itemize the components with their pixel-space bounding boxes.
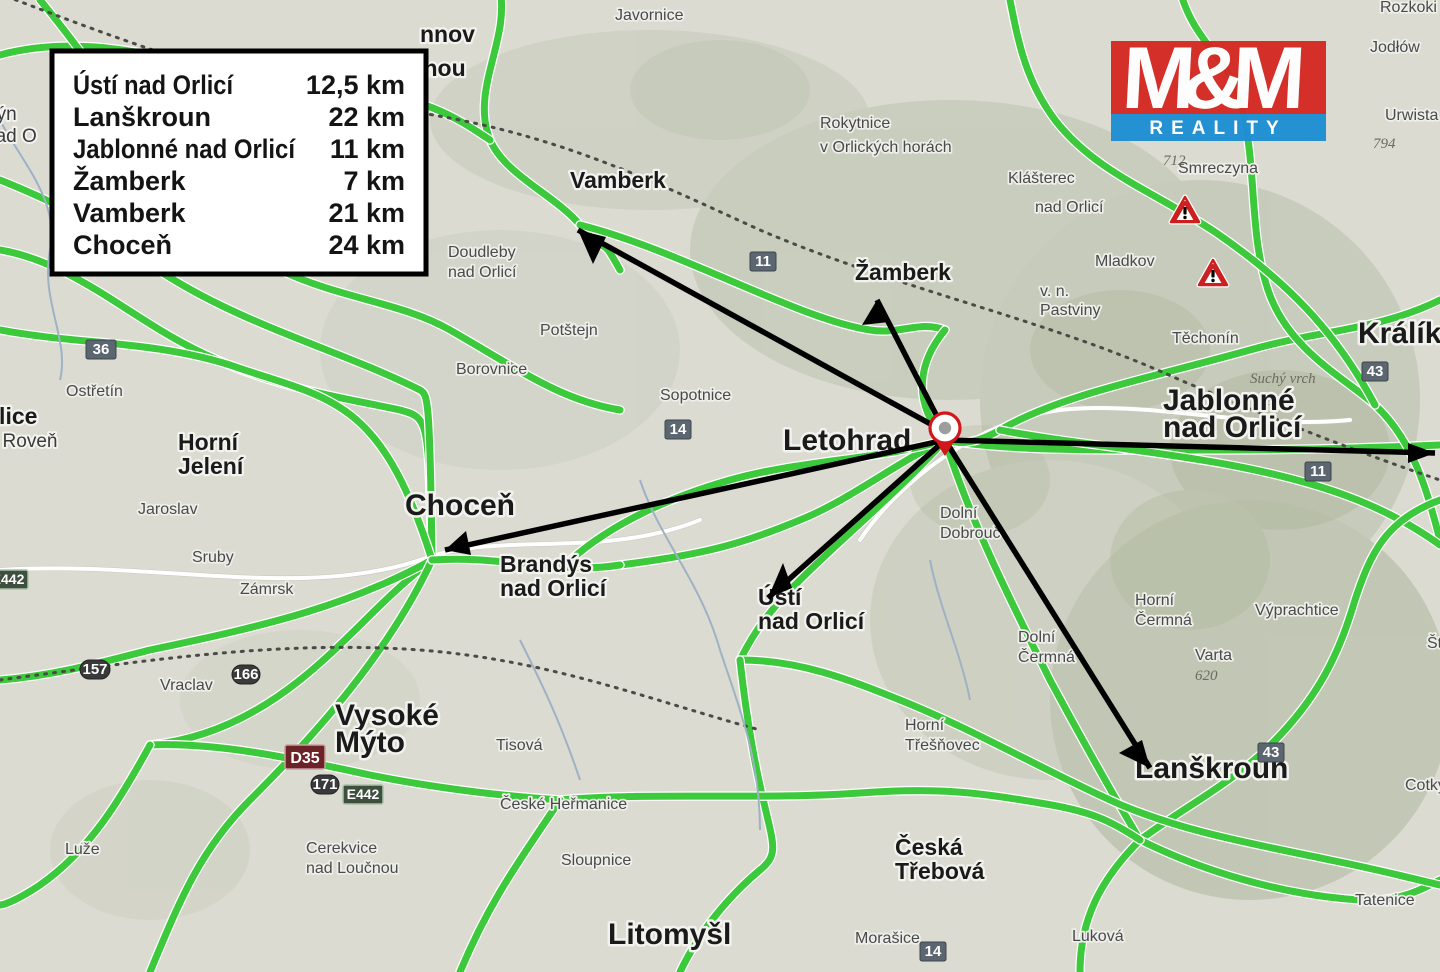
svg-text:Pastviny: Pastviny [1040, 302, 1100, 319]
svg-text:Králíky: Králíky [1358, 317, 1440, 350]
svg-text:Doudleby: Doudleby [448, 244, 516, 261]
svg-text:Výprachtice: Výprachtice [1255, 602, 1339, 619]
svg-text:České Heřmanice: České Heřmanice [500, 794, 627, 813]
svg-text:nad O: nad O [0, 126, 37, 147]
svg-text:Ústí nad Orlicí: Ústí nad Orlicí [73, 69, 234, 100]
svg-text:Rokytnice: Rokytnice [820, 115, 890, 132]
svg-text:v. n.: v. n. [1040, 283, 1069, 300]
svg-text:Česká: Česká [895, 833, 963, 860]
svg-text:43: 43 [1263, 744, 1280, 761]
svg-text:M: M [1230, 28, 1308, 127]
svg-text:Sloupnice: Sloupnice [561, 852, 631, 869]
svg-text:Týn: Týn [0, 104, 17, 125]
svg-text:Horní: Horní [1135, 592, 1175, 609]
svg-text:Vamberk: Vamberk [570, 167, 666, 193]
svg-text:olice: olice [0, 403, 37, 429]
svg-text:Tisová: Tisová [496, 737, 543, 754]
svg-text:Těchonín: Těchonín [1172, 330, 1239, 347]
svg-text:REALITY: REALITY [1149, 118, 1286, 139]
svg-text:Tatenice: Tatenice [1355, 892, 1415, 909]
svg-text:nad Orlicí: nad Orlicí [448, 264, 517, 281]
svg-text:E442: E442 [0, 571, 25, 587]
svg-text:Litomyšl: Litomyšl [608, 918, 731, 951]
svg-text:v Orlických horách: v Orlických horách [820, 139, 952, 156]
svg-text:Jaroslav: Jaroslav [138, 501, 198, 518]
svg-text:Lanškroun: Lanškroun [73, 102, 211, 132]
svg-text:D35: D35 [290, 750, 319, 767]
svg-text:Čermná: Čermná [1018, 647, 1075, 666]
svg-text:Smreczyna: Smreczyna [1178, 160, 1258, 177]
svg-text:Varta: Varta [1195, 647, 1232, 664]
svg-text:Čermná: Čermná [1135, 610, 1192, 629]
svg-text:Jablonné nad Orlicí: Jablonné nad Orlicí [73, 134, 296, 164]
svg-text:11: 11 [1310, 463, 1326, 480]
svg-text:Žamberk: Žamberk [73, 165, 187, 196]
svg-text:21 km: 21 km [328, 198, 405, 228]
svg-text:24 km: 24 km [328, 230, 405, 260]
svg-text:Luková: Luková [1072, 928, 1124, 945]
svg-text:Mýto: Mýto [335, 726, 405, 759]
svg-text:nad Orlicí: nad Orlicí [1035, 199, 1104, 216]
svg-text:Horní: Horní [905, 717, 945, 734]
svg-text:11 km: 11 km [330, 134, 405, 164]
svg-text:nad Orlicí: nad Orlicí [500, 575, 608, 601]
svg-text:12,5 km: 12,5 km [306, 70, 405, 100]
svg-text:Luže: Luže [65, 841, 100, 858]
svg-text:nad Orlicí: nad Orlicí [1163, 411, 1303, 444]
svg-text:Žamberk: Žamberk [855, 258, 951, 285]
svg-text:11: 11 [755, 253, 771, 270]
svg-text:Dolní: Dolní [940, 505, 978, 522]
svg-text:Cerekvice: Cerekvice [306, 840, 377, 857]
svg-text:Choceň: Choceň [73, 230, 172, 260]
svg-text:Ostřetín: Ostřetín [66, 383, 123, 400]
svg-text:nnov: nnov [420, 21, 475, 47]
svg-text:Třebová: Třebová [895, 858, 985, 884]
svg-text:Štítec: Štítec [1427, 633, 1440, 652]
svg-text:Mladkov: Mladkov [1095, 253, 1155, 270]
svg-text:712: 712 [1163, 153, 1186, 169]
svg-text:Brandýs: Brandýs [500, 551, 592, 577]
svg-text:Cotkytle: Cotkytle [1405, 777, 1440, 794]
svg-text:nad Loučnou: nad Loučnou [306, 860, 399, 877]
svg-text:620: 620 [1195, 668, 1218, 684]
svg-text:Dobrouč: Dobrouč [940, 525, 1000, 542]
svg-text:14: 14 [925, 943, 942, 960]
svg-text:36: 36 [93, 341, 110, 358]
svg-text:Urwista: Urwista [1385, 107, 1438, 124]
svg-text:14: 14 [670, 421, 687, 438]
svg-text:171: 171 [312, 776, 337, 793]
svg-text:E442: E442 [347, 786, 380, 802]
svg-text:157: 157 [82, 661, 107, 678]
svg-text:Choceň: Choceň [405, 489, 515, 522]
svg-text:Zámrsk: Zámrsk [240, 581, 294, 598]
svg-text:í Roveň: í Roveň [0, 431, 57, 452]
svg-text:Javornice: Javornice [615, 7, 684, 24]
svg-text:Horní: Horní [178, 429, 240, 455]
svg-text:Vamberk: Vamberk [73, 198, 187, 228]
svg-text:166: 166 [233, 666, 258, 683]
svg-text:43: 43 [1367, 363, 1384, 380]
svg-text:Vraclav: Vraclav [160, 677, 213, 694]
svg-text:Sopotnice: Sopotnice [660, 387, 731, 404]
svg-text:Sruby: Sruby [192, 549, 234, 566]
svg-text:794: 794 [1373, 136, 1396, 152]
svg-text:Jelení: Jelení [178, 453, 245, 479]
svg-text:Rozkoki: Rozkoki [1380, 0, 1437, 16]
svg-text:22 km: 22 km [328, 102, 405, 132]
svg-text:nad Orlicí: nad Orlicí [758, 608, 866, 634]
svg-text:Jodłów: Jodłów [1370, 39, 1420, 56]
svg-text:Třešňovec: Třešňovec [905, 737, 980, 754]
svg-text:Klášterec: Klášterec [1008, 170, 1075, 187]
svg-text:Dolní: Dolní [1018, 629, 1056, 646]
svg-text:Potštejn: Potštejn [540, 322, 598, 339]
svg-text:7 km: 7 km [343, 166, 405, 196]
svg-text:Borovnice: Borovnice [456, 361, 527, 378]
svg-text:Morašice: Morašice [855, 930, 920, 947]
